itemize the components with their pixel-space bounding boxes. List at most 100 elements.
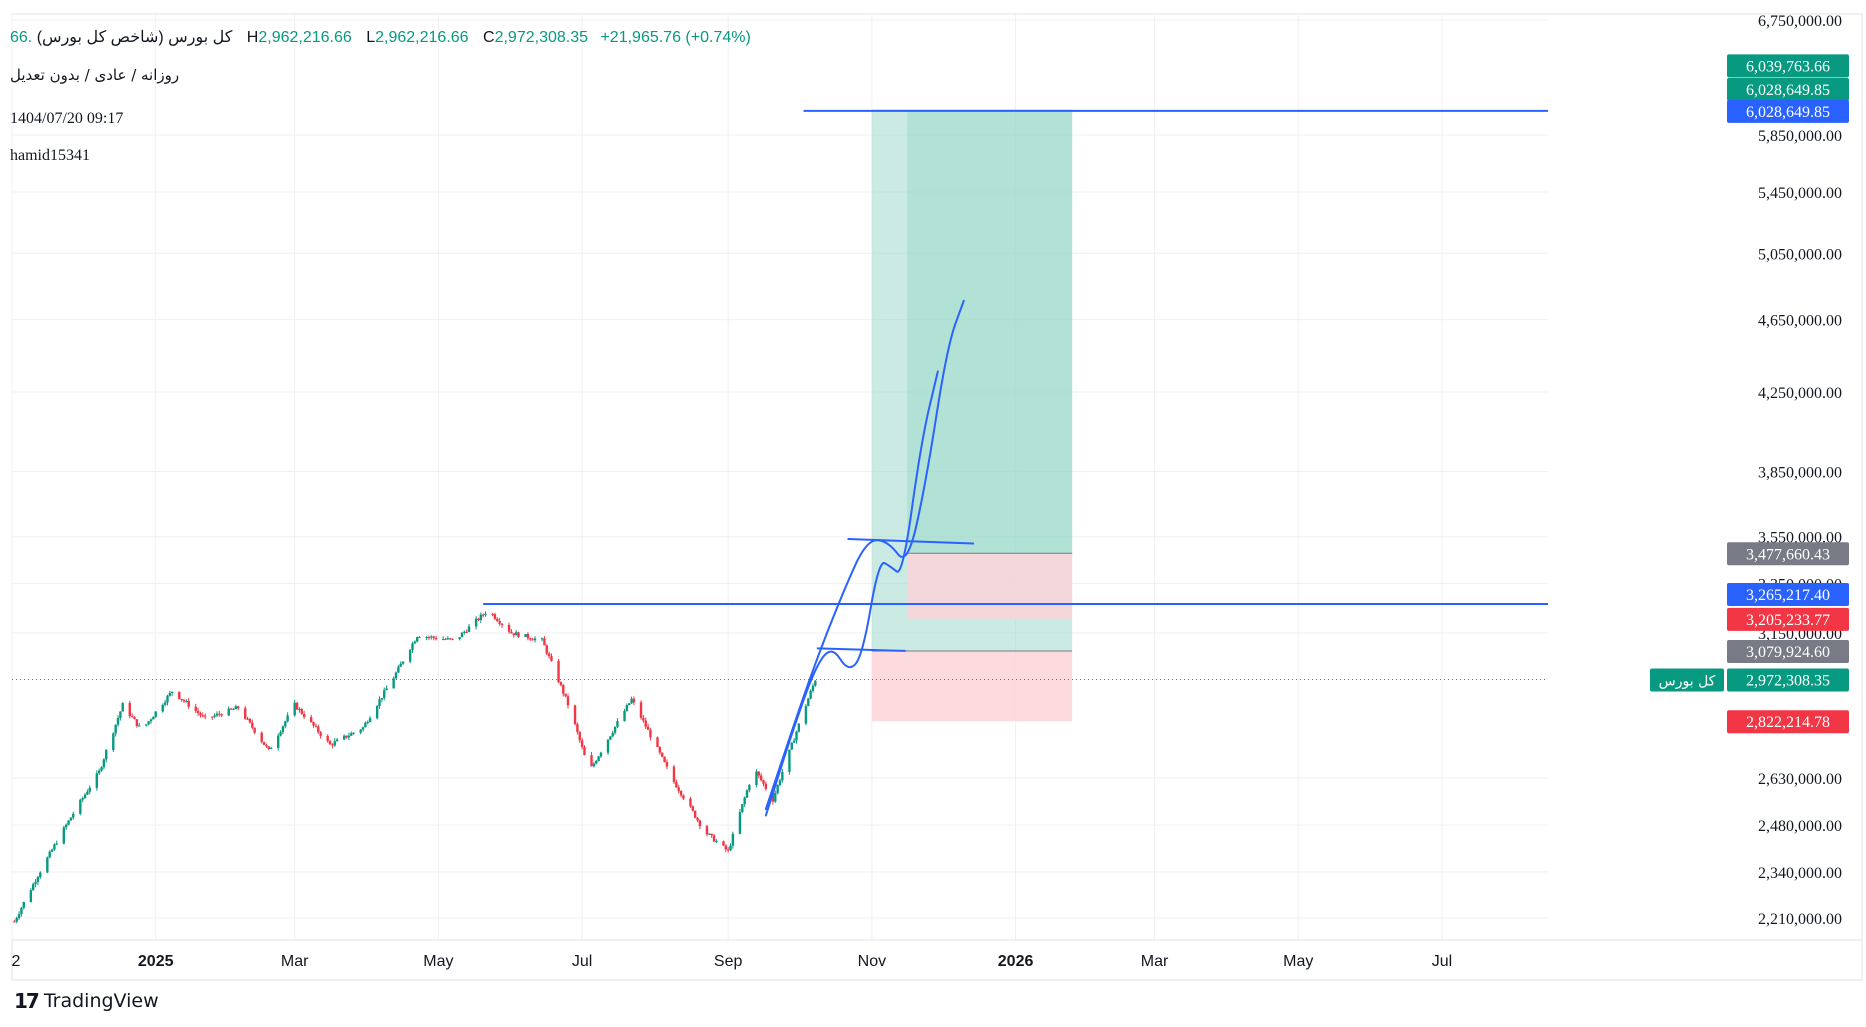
candle-body <box>187 700 190 707</box>
candle-body <box>147 721 150 725</box>
high-label: H <box>246 29 259 46</box>
candle-body <box>448 638 452 640</box>
candle-body <box>342 735 346 740</box>
candle-body <box>790 742 793 750</box>
candle-body <box>743 797 746 805</box>
candle-body <box>232 709 235 711</box>
candle-body <box>368 718 372 723</box>
candle-body <box>441 639 445 641</box>
candle-body <box>564 693 567 697</box>
candle-body <box>661 752 664 757</box>
candle-body <box>378 699 381 707</box>
candle-body <box>36 877 40 883</box>
candle-body <box>161 704 164 712</box>
price-label-bg <box>1727 668 1849 692</box>
candle-body <box>114 724 117 734</box>
candle-body <box>328 741 332 745</box>
candle-body <box>788 749 791 772</box>
candle-body <box>557 660 560 683</box>
candle-body <box>88 787 91 792</box>
candle-body <box>397 666 400 673</box>
brand-name: TradingView <box>43 990 159 1012</box>
candle-body <box>309 717 313 722</box>
candle-body <box>22 901 25 908</box>
price-tick-label: 6,750,000.00 <box>1758 13 1842 30</box>
candle-body <box>326 735 329 742</box>
candle-body <box>757 771 760 776</box>
candle-body <box>562 685 565 694</box>
candle-body <box>333 741 336 746</box>
price-label: 6,028,649.85 <box>1727 77 1849 101</box>
candle-body <box>696 817 699 821</box>
price-tick-label: 2,210,000.00 <box>1758 911 1842 928</box>
candle-body <box>573 705 577 725</box>
range-top-line <box>847 537 975 545</box>
candle-body <box>180 698 183 700</box>
candle-body <box>778 780 782 786</box>
candle-body <box>20 907 23 915</box>
price-tick-label: 5,850,000.00 <box>1758 128 1842 145</box>
candle-body <box>394 672 398 679</box>
candle-body <box>86 791 89 795</box>
candle-body <box>705 826 709 835</box>
candle-body <box>425 637 428 639</box>
price-label: 6,039,763.66 <box>1727 54 1849 78</box>
price-label: 3,477,660.43 <box>1727 542 1849 566</box>
time-tick-label: Jul <box>572 953 592 970</box>
candle-body <box>97 770 101 774</box>
candle-body <box>500 623 504 625</box>
candle-body <box>64 824 68 828</box>
candle-body <box>672 766 676 782</box>
candle-body <box>302 713 306 718</box>
candle-body <box>215 713 219 716</box>
candle-body <box>55 843 58 845</box>
candle-body <box>69 817 73 821</box>
candle-body <box>759 775 763 781</box>
candle-body <box>427 637 431 639</box>
price-tick-label: 3,850,000.00 <box>1758 464 1842 481</box>
price-tick-label: 2,630,000.00 <box>1758 771 1842 788</box>
candle-body <box>451 638 454 640</box>
candle-body <box>392 678 395 689</box>
candle-body <box>331 744 334 746</box>
candle-body <box>244 708 247 719</box>
candle-body <box>814 680 817 686</box>
candle-body <box>100 767 103 771</box>
candle-body <box>762 780 765 784</box>
candle-body <box>314 725 318 727</box>
candle-body <box>213 715 216 717</box>
candle-body <box>665 762 669 767</box>
candle-body <box>227 708 230 716</box>
range-bottom-line <box>816 647 906 652</box>
candle-body <box>526 633 530 639</box>
candle-body <box>265 744 268 747</box>
candle-body <box>724 845 728 850</box>
candle-body <box>649 729 652 738</box>
candle-body <box>540 638 544 640</box>
tradingview-logo-icon: 17 <box>14 989 40 1013</box>
candle-body <box>130 716 134 718</box>
candle-body <box>364 722 367 728</box>
candle-body <box>463 631 466 633</box>
candle-body <box>39 872 42 878</box>
symbol-title: کل بورس (شاخص کل بورس) <box>36 29 233 46</box>
candle-body <box>745 790 749 798</box>
time-tick-label: 2025 <box>138 953 174 970</box>
candle-body <box>79 799 82 814</box>
candle-body <box>211 716 214 718</box>
time-tick-label: Nov <box>858 953 886 970</box>
candle-body <box>347 735 351 738</box>
price-tick-label: 5,450,000.00 <box>1758 185 1842 202</box>
price-label-text: 3,079,924.60 <box>1746 644 1830 661</box>
candle-body <box>112 733 115 751</box>
footer-brand[interactable]: 17 TradingView <box>14 989 159 1013</box>
price-axis: 6,750,000.00 5,850,000.00 5,450,000.00 5,05… <box>1758 13 1842 928</box>
candle-body <box>578 731 581 741</box>
candle-body <box>312 721 315 726</box>
candle-body <box>46 857 49 873</box>
time-tick-label: 2 <box>12 953 21 970</box>
candle-body <box>609 736 612 740</box>
candle-body <box>50 849 54 852</box>
candle-body <box>105 750 108 760</box>
